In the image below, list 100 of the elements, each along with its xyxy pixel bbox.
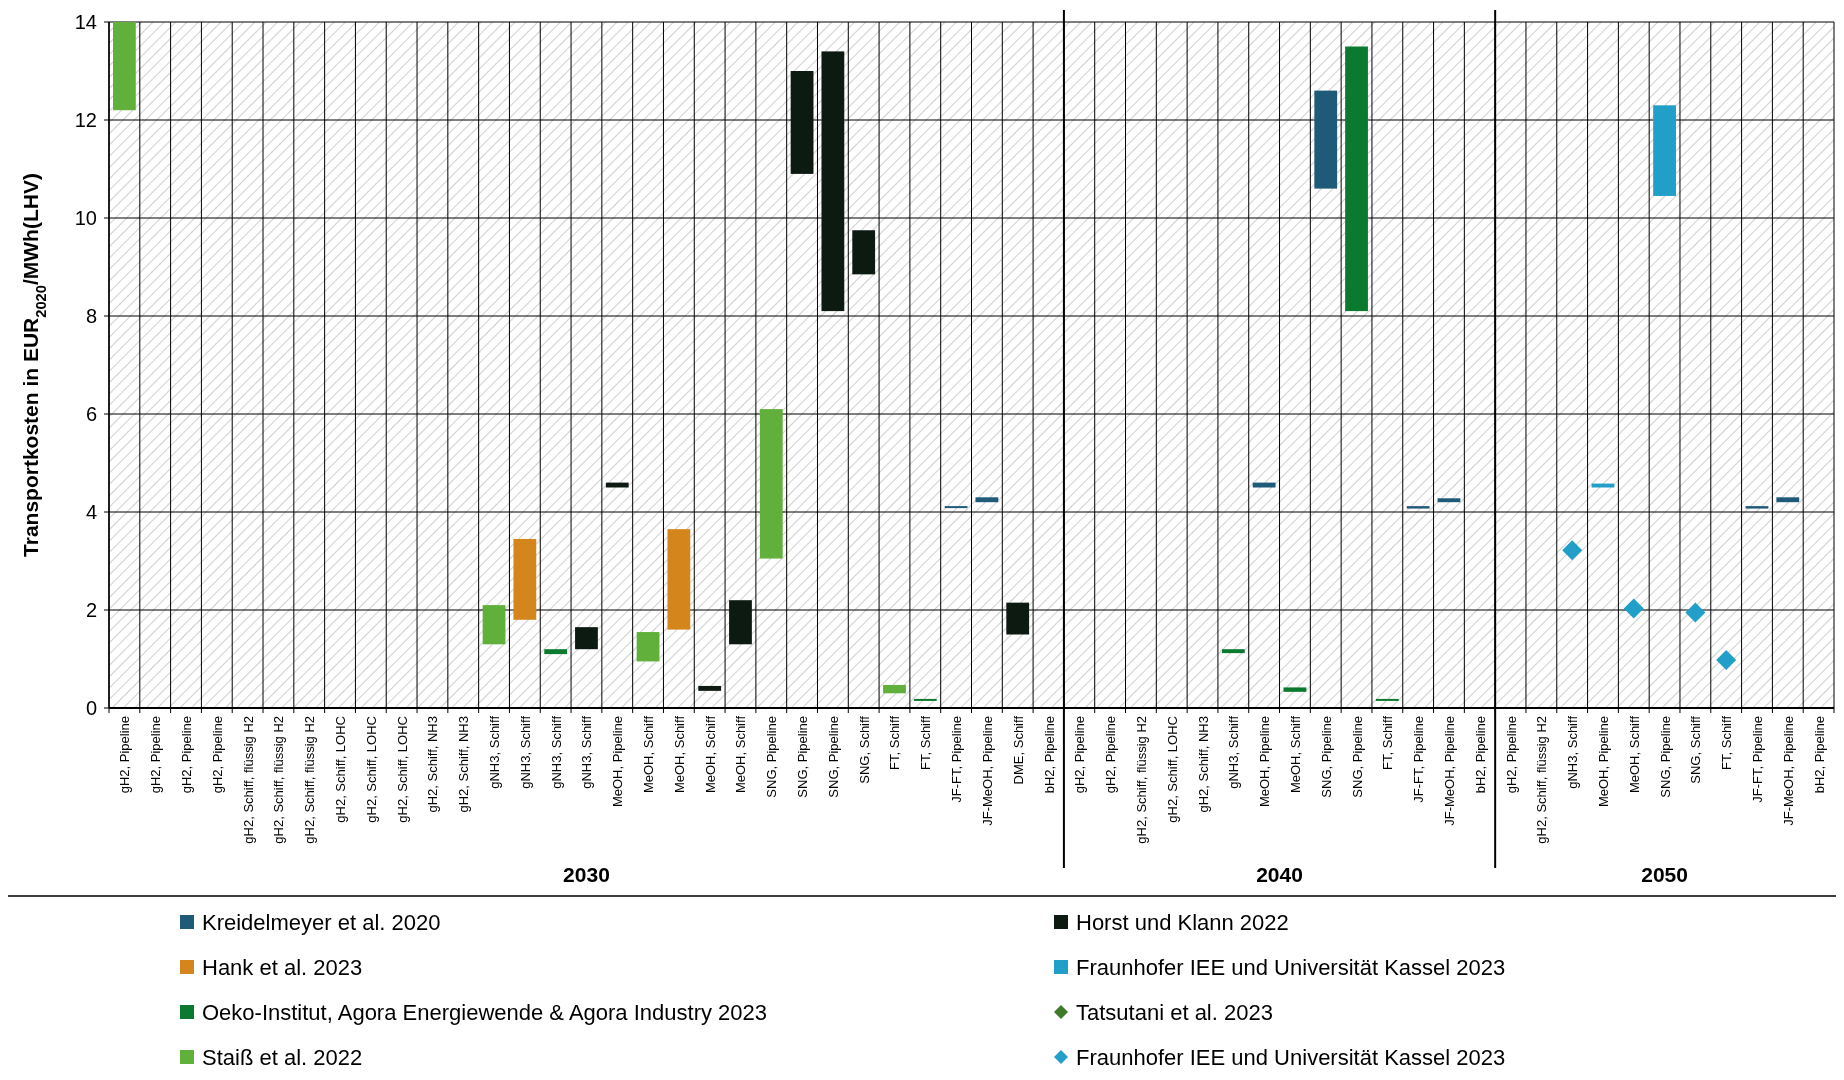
bar <box>944 506 968 509</box>
x-tick-label: SNG, Pipeline <box>795 716 811 798</box>
bar <box>575 627 598 650</box>
x-tick-label: gH2, Schiff, flüssig H2 <box>1133 716 1149 844</box>
x-tick-label: bH2, Pipeline <box>1472 716 1488 794</box>
x-tick-label: MeOH, Schiff <box>702 715 718 794</box>
y-tick-label: 12 <box>74 109 97 131</box>
bar <box>1345 46 1368 312</box>
x-tick-label: JF-MeOH, Pipeline <box>1780 716 1796 826</box>
x-tick-label: SNG, Pipeline <box>1657 716 1673 798</box>
legend-label: Fraunhofer IEE und Universität Kassel 2023 <box>1076 954 1506 980</box>
bar <box>667 529 691 630</box>
y-tick-label: 0 <box>85 697 97 719</box>
x-tick-label: JF-FT, Pipeline <box>949 716 965 803</box>
text: 2030 <box>563 863 610 886</box>
bar <box>821 51 845 312</box>
bar <box>883 684 906 694</box>
x-tick-label: gH2, Pipeline <box>117 716 133 794</box>
bar <box>1745 506 1769 509</box>
x-tick-label: MeOH, Pipeline <box>610 716 626 808</box>
bar <box>636 632 660 662</box>
x-tick-label: SNG, Pipeline <box>764 716 780 798</box>
bar <box>1591 483 1615 488</box>
point <box>1685 602 1706 623</box>
bar <box>1006 602 1030 635</box>
x-tick-label: DME, Schiff <box>1010 715 1026 785</box>
x-tick-label: gH2, Schiff, NH3 <box>425 716 441 813</box>
bar <box>729 600 752 645</box>
bar <box>1437 498 1461 503</box>
x-tick-label: SNG, Pipeline <box>825 716 841 798</box>
x-tick-label: gH2, Schiff, flüssig H2 <box>302 716 318 844</box>
legend-label: Kreidelmeyer et al. 2020 <box>202 909 441 935</box>
x-tick-label: SNG, Schiff <box>856 715 872 784</box>
bar <box>1375 698 1399 701</box>
bar <box>605 482 629 488</box>
bar <box>698 685 722 691</box>
point <box>1562 540 1583 561</box>
x-tick-label: SNG, Pipeline <box>1318 716 1334 798</box>
bar <box>1653 105 1676 196</box>
x-tick-label: FT, Schiff <box>918 715 934 770</box>
bar <box>513 538 537 620</box>
x-tick-label: gNH3, Schiff <box>548 715 564 789</box>
x-tick-label: gH2, Schiff, NH3 <box>456 716 472 813</box>
x-tick-label: gNH3, Schiff <box>579 715 595 789</box>
y-tick-label: 2 <box>85 599 97 621</box>
x-tick-label: MeOH, Schiff <box>641 715 657 794</box>
bar <box>1314 90 1338 189</box>
x-tick-label: FT, Schiff <box>1380 715 1396 770</box>
x-tick-label: gNH3, Schiff <box>517 715 533 789</box>
bar <box>913 698 937 701</box>
bar <box>1252 482 1276 488</box>
x-tick-label: bH2, Pipeline <box>1811 716 1827 794</box>
x-tick-label: gH2, Schiff, LOHC <box>1164 716 1180 823</box>
y-tick-label: 8 <box>85 305 97 327</box>
legend-label: Staiß et al. 2022 <box>202 1044 363 1070</box>
x-tick-label: gNH3, Schiff <box>1226 715 1242 789</box>
x-tick-label: MeOH, Schiff <box>1626 715 1642 794</box>
y-tick-label: 4 <box>85 501 97 523</box>
legend-label: Horst und Klann 2022 <box>1076 909 1289 935</box>
bar <box>759 409 783 559</box>
text: 2040 <box>1256 863 1303 886</box>
bar <box>482 605 506 645</box>
bar <box>975 497 999 503</box>
x-tick-label: gH2, Pipeline <box>1072 716 1088 794</box>
x-tick-label: FT, Schiff <box>887 715 903 770</box>
x-tick-label: SNG, Pipeline <box>1349 716 1365 798</box>
x-tick-label: gH2, Schiff, LOHC <box>333 716 349 823</box>
bar <box>790 71 814 174</box>
x-tick-label: MeOH, Schiff <box>1287 715 1303 794</box>
bar <box>1406 506 1430 509</box>
y-tick-label: 6 <box>85 403 97 425</box>
y-tick-label: 10 <box>74 207 97 229</box>
point <box>1623 598 1644 619</box>
x-tick-label: gH2, Pipeline <box>209 716 225 794</box>
x-tick-label: SNG, Schiff <box>1688 715 1704 784</box>
x-tick-label: gH2, Schiff, LOHC <box>394 716 410 823</box>
bar <box>113 22 136 111</box>
bar <box>1221 649 1245 654</box>
x-tick-label: MeOH, Schiff <box>733 715 749 794</box>
x-tick-label: gH2, Pipeline <box>1503 716 1519 794</box>
x-tick-label: gNH3, Schiff <box>487 715 503 789</box>
x-tick-label: MeOH, Pipeline <box>1257 716 1273 808</box>
x-tick-label: JF-FT, Pipeline <box>1411 716 1427 803</box>
legend-label: Fraunhofer IEE und Universität Kassel 2023 <box>1076 1044 1506 1070</box>
x-tick-label: gH2, Schiff, flüssig H2 <box>240 716 256 844</box>
x-tick-label: gH2, Schiff, NH3 <box>1195 716 1211 813</box>
bar <box>1283 687 1307 692</box>
x-tick-label: gH2, Schiff, flüssig H2 <box>271 716 287 844</box>
bar <box>852 230 876 275</box>
x-tick-label: JF-MeOH, Pipeline <box>1441 716 1457 826</box>
x-tick-label: JF-MeOH, Pipeline <box>979 716 995 826</box>
x-tick-label: FT, Schiff <box>1719 715 1735 770</box>
x-tick-label: MeOH, Pipeline <box>1595 716 1611 808</box>
y-tick-label: 14 <box>74 11 97 33</box>
x-tick-label: MeOH, Schiff <box>671 715 687 794</box>
x-tick-label: gH2, Pipeline <box>148 716 164 794</box>
legend-label: Oeko-Institut, Agora Energiewende & Agora Industry 2023 <box>202 999 768 1025</box>
bar <box>1776 497 1800 503</box>
x-tick-label: gH2, Schiff, flüssig H2 <box>1534 716 1550 844</box>
x-tick-label: gH2, Schiff, LOHC <box>363 716 379 823</box>
